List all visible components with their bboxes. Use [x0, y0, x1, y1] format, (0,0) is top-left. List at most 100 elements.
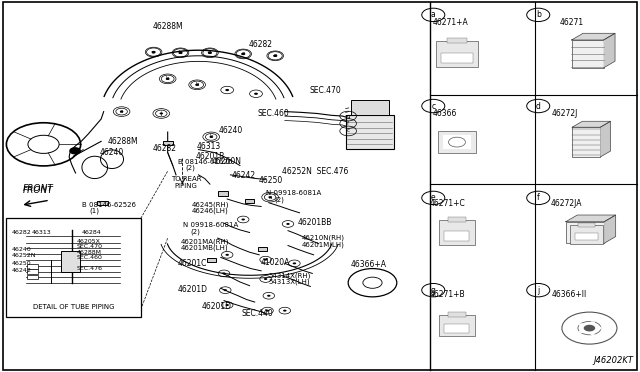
Circle shape: [596, 327, 602, 330]
Bar: [207, 258, 216, 262]
Text: J46202KT: J46202KT: [594, 356, 634, 365]
Circle shape: [225, 254, 229, 256]
Circle shape: [584, 325, 595, 331]
Circle shape: [264, 259, 268, 261]
Circle shape: [590, 321, 595, 324]
Circle shape: [208, 52, 212, 54]
Bar: [258, 247, 267, 251]
Bar: [346, 115, 394, 149]
Text: 46282: 46282: [12, 230, 31, 235]
Bar: [448, 217, 466, 222]
Text: 46282: 46282: [248, 40, 273, 49]
Text: 46271+B: 46271+B: [430, 290, 466, 299]
Text: DETAIL OF TUBE PIPING: DETAIL OF TUBE PIPING: [33, 304, 115, 310]
Bar: [572, 40, 604, 68]
Text: j: j: [537, 286, 540, 295]
Text: 46201M(LH): 46201M(LH): [302, 241, 345, 248]
Circle shape: [70, 148, 80, 154]
Circle shape: [225, 304, 229, 306]
Text: f: f: [347, 121, 349, 126]
Text: N 09918-6081A: N 09918-6081A: [266, 190, 321, 196]
Text: B 08146-62526: B 08146-62526: [82, 202, 136, 208]
Text: 46201MA(RH): 46201MA(RH): [180, 238, 229, 245]
Text: 46245(RH): 46245(RH): [192, 201, 230, 208]
Polygon shape: [600, 121, 611, 157]
Polygon shape: [604, 33, 615, 68]
Circle shape: [273, 55, 277, 57]
Circle shape: [225, 89, 229, 91]
Circle shape: [166, 78, 170, 80]
Bar: [570, 225, 603, 244]
Text: 46366+II: 46366+II: [552, 290, 587, 299]
Text: (2): (2): [274, 196, 284, 203]
Text: 46250: 46250: [259, 176, 283, 185]
Text: 46313: 46313: [196, 142, 221, 151]
Text: g: g: [431, 286, 436, 295]
Text: 46242: 46242: [232, 171, 256, 180]
Text: 46288M: 46288M: [108, 137, 138, 146]
Text: 46313: 46313: [32, 230, 52, 235]
Bar: [27, 269, 38, 274]
Text: f: f: [537, 193, 540, 202]
Circle shape: [159, 112, 163, 115]
Text: 46252N  SEC.476: 46252N SEC.476: [282, 167, 348, 176]
Circle shape: [223, 289, 227, 291]
Text: a: a: [431, 10, 436, 19]
Text: 46366: 46366: [433, 109, 457, 118]
Bar: [27, 264, 38, 269]
Bar: [438, 131, 476, 153]
Text: 54313X(LH): 54313X(LH): [269, 278, 310, 285]
Circle shape: [579, 330, 584, 333]
Text: c: c: [152, 49, 155, 55]
Circle shape: [292, 262, 296, 264]
Bar: [163, 141, 173, 145]
Circle shape: [579, 323, 584, 326]
Text: 46271: 46271: [560, 18, 584, 27]
Circle shape: [268, 196, 272, 198]
Circle shape: [267, 295, 271, 297]
Text: 46201D: 46201D: [202, 302, 232, 311]
Text: 46246(LH): 46246(LH): [192, 208, 228, 214]
Text: SEC.440: SEC.440: [242, 309, 274, 318]
Bar: [27, 275, 38, 279]
Text: 46201C: 46201C: [178, 259, 207, 267]
Text: 46284: 46284: [82, 230, 102, 235]
Bar: [443, 135, 471, 149]
Text: 46271+A: 46271+A: [433, 18, 468, 27]
Text: a: a: [268, 195, 272, 200]
Circle shape: [195, 84, 199, 86]
Circle shape: [152, 51, 156, 53]
Text: N 09918-6081A: N 09918-6081A: [183, 222, 238, 228]
Bar: [578, 223, 595, 227]
Polygon shape: [572, 33, 615, 40]
Text: 46201MB(LH): 46201MB(LH): [180, 245, 228, 251]
Text: a: a: [120, 109, 124, 114]
Circle shape: [209, 136, 213, 138]
Text: (2): (2): [186, 165, 195, 171]
Text: d: d: [536, 102, 541, 110]
Text: h: h: [179, 50, 182, 55]
Text: d: d: [208, 50, 212, 55]
Bar: [447, 38, 467, 43]
Text: 46366+A: 46366+A: [351, 260, 387, 269]
Text: 46205X: 46205X: [77, 239, 100, 244]
Bar: [445, 324, 470, 333]
Text: h: h: [166, 76, 170, 81]
Text: B 08146-61626: B 08146-61626: [178, 159, 232, 165]
Bar: [442, 53, 472, 63]
Text: 46272JA: 46272JA: [550, 199, 582, 208]
Circle shape: [283, 310, 287, 312]
Text: 46272J: 46272J: [552, 109, 578, 118]
Bar: [61, 251, 80, 272]
Bar: [445, 231, 470, 241]
Text: 46240: 46240: [219, 126, 243, 135]
Text: 46242: 46242: [12, 268, 31, 273]
Text: c: c: [347, 128, 349, 134]
Text: SEC.476: SEC.476: [77, 266, 103, 271]
Text: TO REAR: TO REAR: [172, 176, 202, 182]
Circle shape: [241, 218, 245, 221]
Text: 54314X(RH): 54314X(RH): [269, 272, 311, 279]
Text: FRONT: FRONT: [23, 186, 54, 195]
Text: FRONT: FRONT: [23, 185, 54, 193]
Text: 46201BB: 46201BB: [298, 218, 332, 227]
